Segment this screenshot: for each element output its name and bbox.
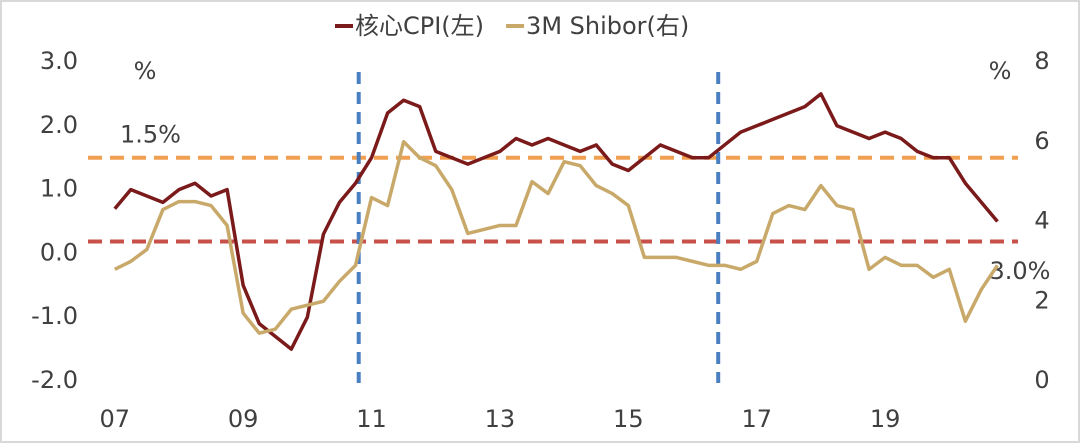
y-unit: % — [134, 57, 157, 85]
series-line — [113, 140, 999, 335]
y2-tick-label: 2 — [1034, 286, 1049, 314]
y2-tick-label: 0 — [1034, 366, 1049, 394]
legend-label: 3M Shibor(右) — [526, 12, 689, 40]
reference-label: 1.5% — [120, 121, 181, 149]
x-tick-label: 13 — [485, 405, 516, 433]
y-tick-label: 0.0 — [40, 238, 78, 266]
y2-tick-label: 8 — [1034, 47, 1049, 75]
y-tick-label: 1.0 — [40, 175, 78, 203]
x-tick-label: 15 — [613, 405, 644, 433]
x-tick-label: 07 — [99, 405, 130, 433]
y-tick-label: 2.0 — [40, 111, 78, 139]
y-tick-label: -2.0 — [31, 366, 78, 394]
x-tick-label: 11 — [356, 405, 387, 433]
x-tick-label: 17 — [741, 405, 772, 433]
y2-tick-label: 4 — [1034, 207, 1049, 235]
y2-unit: % — [989, 57, 1012, 85]
legend-label: 核心CPI(左) — [355, 12, 484, 40]
y-tick-label: 3.0 — [40, 47, 78, 75]
y2-tick-label: 6 — [1034, 127, 1049, 155]
annotation: 3.0% — [990, 257, 1051, 285]
series-line — [113, 92, 999, 351]
y-tick-label: -1.0 — [31, 302, 78, 330]
x-tick-label: 09 — [228, 405, 259, 433]
x-tick-label: 19 — [870, 405, 901, 433]
